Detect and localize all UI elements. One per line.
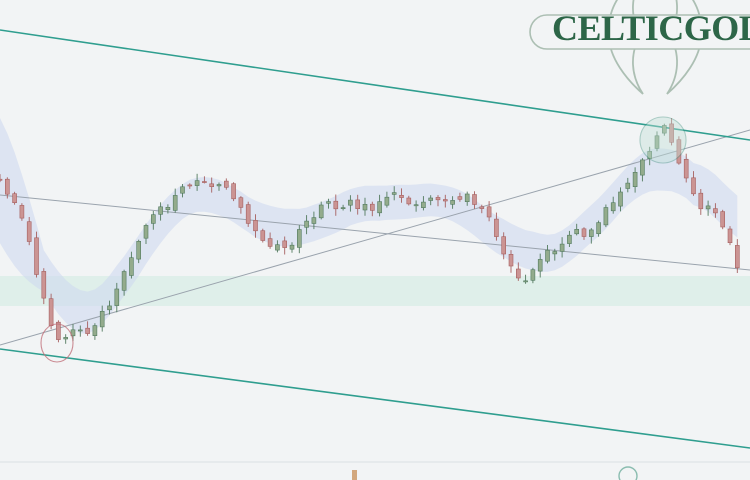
svg-text:CELTICGOLD: CELTICGOLD	[552, 8, 750, 48]
